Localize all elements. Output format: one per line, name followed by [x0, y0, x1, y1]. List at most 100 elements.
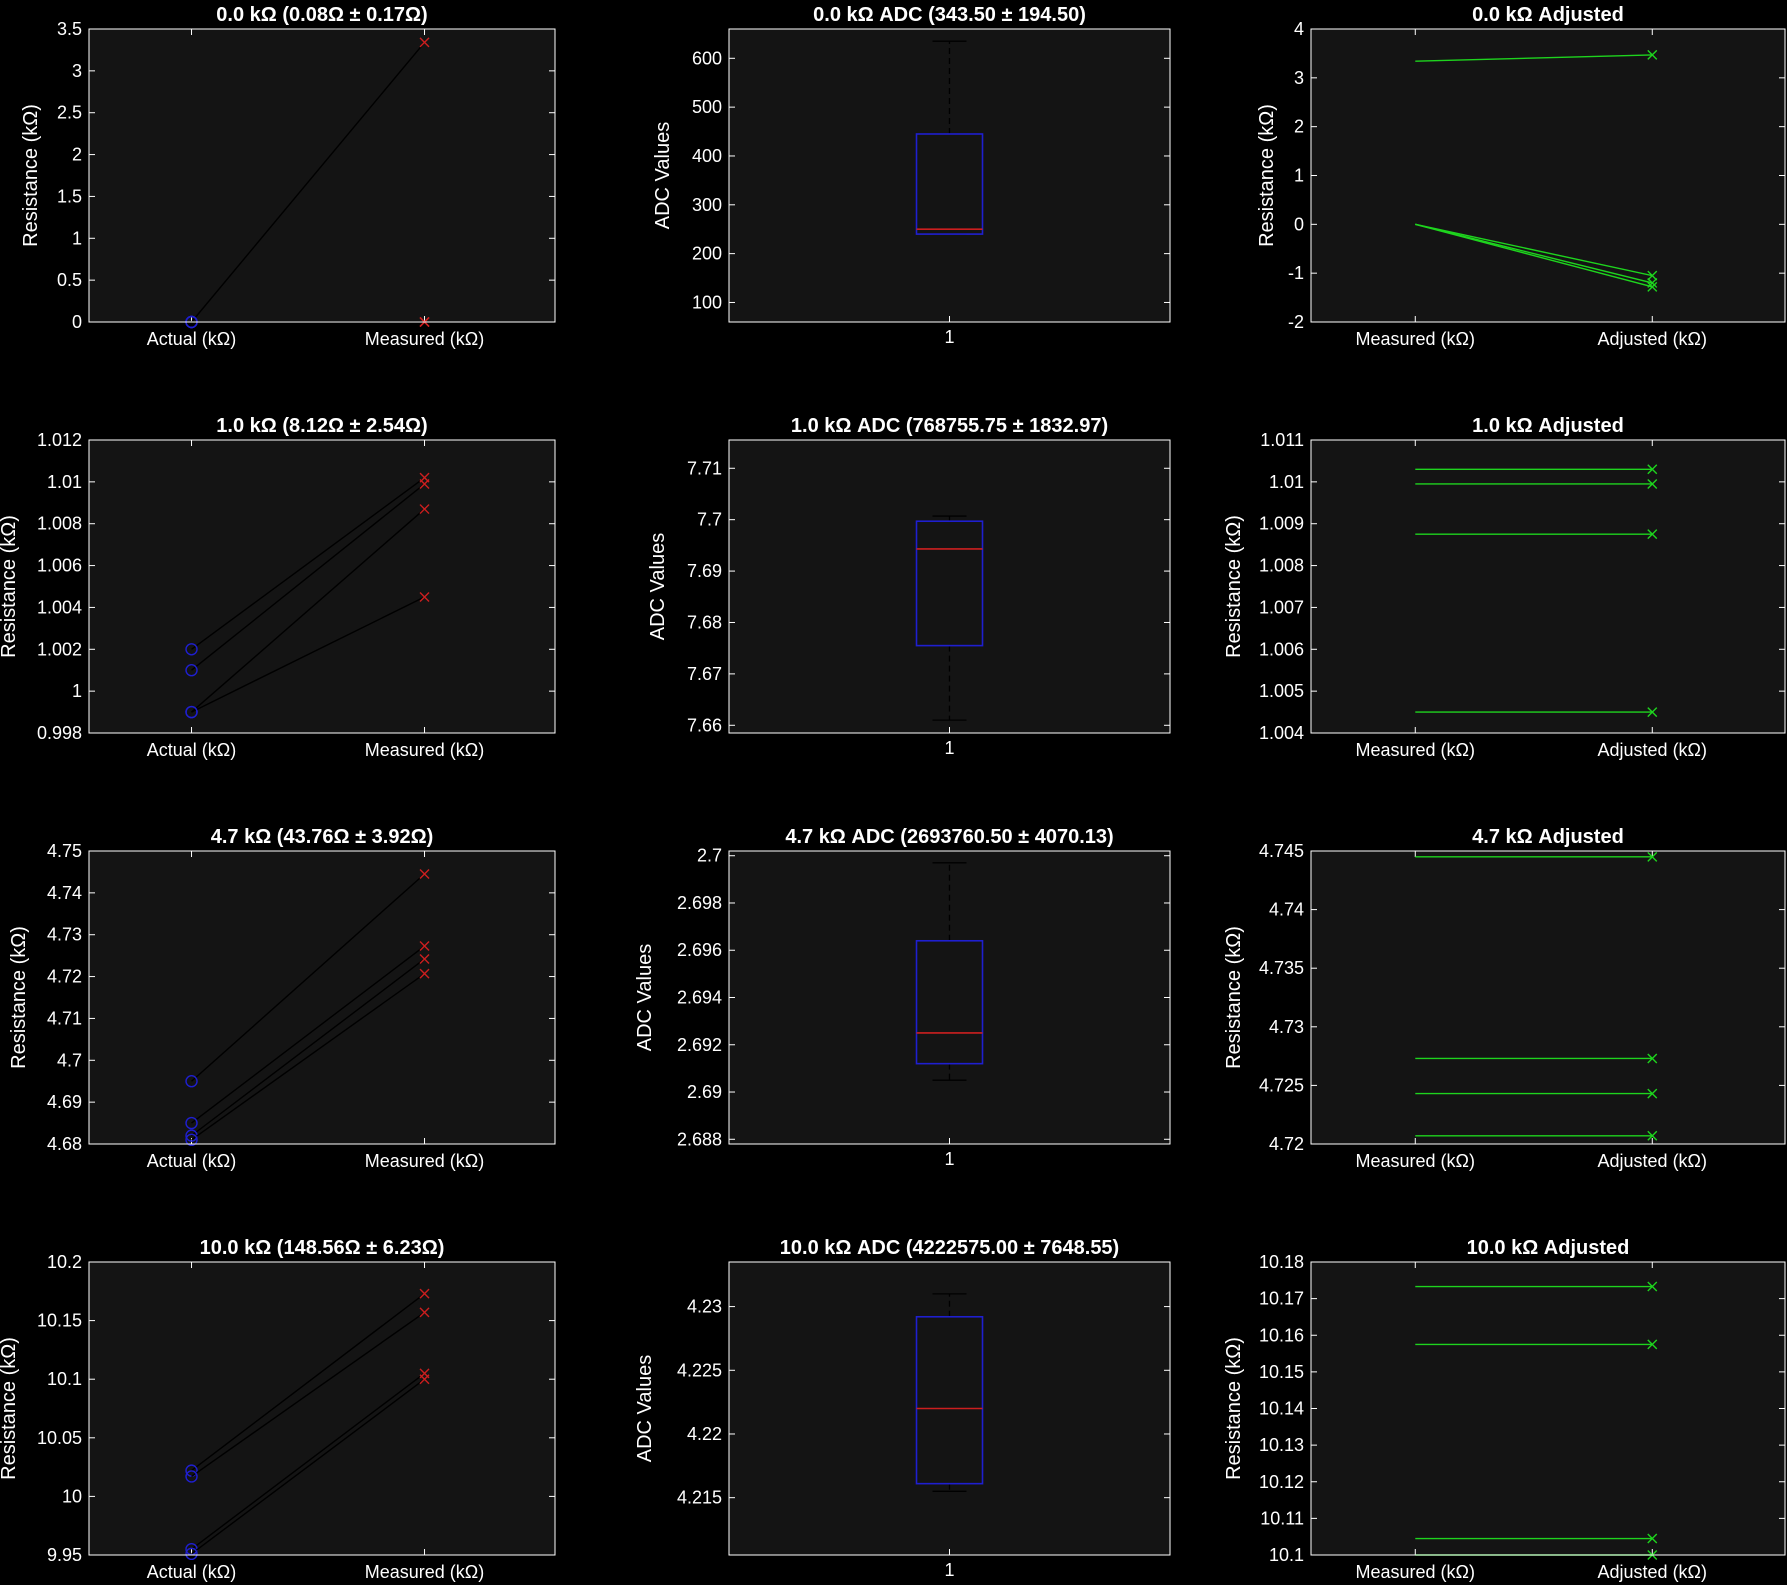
y-tick-label: 4.72	[47, 967, 82, 987]
data-point-end	[1647, 1281, 1658, 1292]
box-iqr	[915, 520, 984, 647]
y-tick-label: 1.009	[1259, 514, 1304, 534]
series-line	[191, 1372, 425, 1550]
y-tick-label: 4.73	[47, 925, 82, 945]
x-tick-label: Measured (kΩ)	[1356, 1151, 1476, 1171]
chart-title: 4.7 kΩ ADC (2693760.50 ± 4070.13)	[785, 826, 1113, 848]
y-axis-label: Resistance (kΩ)	[1223, 515, 1245, 658]
y-tick-label: 4	[1294, 19, 1304, 39]
x-tick-label: Actual (kΩ)	[147, 1151, 236, 1171]
panel-r0c0: 0.0 kΩ (0.08Ω ± 0.17Ω) 0 0.5 1 1.5 2 2.5 3 3.5 Re…	[20, 4, 556, 349]
axes-frame	[728, 28, 1171, 323]
data-point-end	[419, 1288, 430, 1299]
axes-frame	[728, 850, 1171, 1145]
y-tick-label: 1.004	[1259, 723, 1304, 743]
y-tick-label: 1	[72, 228, 82, 248]
y-tick-label: 4.75	[47, 841, 82, 861]
data-point-end	[419, 869, 430, 880]
data-point-end	[419, 1307, 430, 1318]
series-line	[191, 958, 425, 1137]
panel-r1c2: 1.0 kΩ Adjusted 1.004 1.005 1.006 1.007 1.008…	[1223, 415, 1786, 760]
chart-title: 10.0 kΩ (148.56Ω ± 6.23Ω)	[200, 1237, 445, 1259]
plot-area	[89, 29, 555, 322]
series-line	[191, 477, 425, 650]
panel-r1c1: 1.0 kΩ ADC (768755.75 ± 1832.97) 7.66 7.67…	[647, 415, 1171, 758]
y-tick-label: 1.007	[1259, 597, 1304, 617]
box-iqr	[915, 1315, 984, 1485]
panel-r3c2: 10.0 kΩ Adjusted 10.1 10.11 10.12 10.13 10.14…	[1223, 1237, 1786, 1582]
plot-area	[89, 1262, 555, 1555]
y-tick-label: 500	[692, 97, 722, 117]
y-tick-label: 4.735	[1259, 958, 1304, 978]
y-tick-label: 1.011	[1260, 430, 1304, 450]
x-tick-label: Adjusted (kΩ)	[1598, 740, 1708, 760]
data-point-end	[1647, 1053, 1658, 1064]
chart-title: 4.7 kΩ Adjusted	[1472, 826, 1624, 848]
y-tick-label: 0	[1294, 214, 1304, 234]
panel-r2c0: 4.7 kΩ (43.76Ω ± 3.92Ω) 4.68 4.69 4.7 4.71 4.…	[8, 826, 556, 1171]
y-tick-label: 10.12	[1259, 1472, 1304, 1492]
chart-title: 0.0 kΩ ADC (343.50 ± 194.50)	[813, 4, 1086, 26]
y-axis-label: ADC Values	[652, 122, 674, 229]
y-tick-label: 4.71	[47, 1008, 82, 1028]
plot-area	[89, 851, 555, 1144]
y-tick-label: 9.95	[47, 1545, 82, 1565]
y-tick-label: 300	[692, 195, 722, 215]
series-line	[191, 508, 425, 713]
y-tick-label: 10.1	[1269, 1545, 1304, 1565]
axes-frame	[1310, 28, 1786, 323]
y-axis-label: Resistance (kΩ)	[1223, 926, 1245, 1069]
y-tick-label: 4.72	[1269, 1134, 1304, 1154]
y-tick-label: 10.16	[1259, 1325, 1304, 1345]
data-point-actual	[185, 705, 198, 719]
chart-title: 1.0 kΩ (8.12Ω ± 2.54Ω)	[216, 415, 427, 437]
y-tick-label: 7.67	[687, 664, 722, 684]
y-axis-label: Resistance (kΩ)	[0, 1337, 20, 1480]
y-tick-label: 600	[692, 48, 722, 68]
chart-title: 1.0 kΩ Adjusted	[1472, 415, 1624, 437]
series-line	[191, 1378, 425, 1555]
data-point-end	[1647, 1533, 1658, 1544]
chart-title: 10.0 kΩ Adjusted	[1467, 1237, 1630, 1259]
y-tick-label: 4.68	[47, 1134, 82, 1154]
y-tick-label: 2.5	[57, 103, 82, 123]
y-tick-label: 4.74	[47, 883, 82, 903]
x-tick-label: Actual (kΩ)	[147, 740, 236, 760]
x-tick-label: Measured (kΩ)	[1356, 1562, 1476, 1582]
y-tick-label: 10.05	[37, 1428, 82, 1448]
axes-frame	[88, 1261, 556, 1556]
data-point-end	[419, 37, 430, 48]
x-tick-label: Actual (kΩ)	[147, 329, 236, 349]
y-tick-label: 1.01	[47, 472, 82, 492]
data-point-end	[419, 478, 430, 489]
box-iqr	[915, 133, 984, 235]
series-line	[191, 973, 425, 1141]
x-tick-label: Measured (kΩ)	[365, 1562, 485, 1582]
x-tick-label: Measured (kΩ)	[365, 329, 485, 349]
y-axis-label: Resistance (kΩ)	[20, 104, 42, 247]
data-point-end	[1647, 1088, 1658, 1099]
data-point-end	[419, 941, 430, 952]
data-point-end	[1647, 1130, 1658, 1141]
x-tick-label: Adjusted (kΩ)	[1598, 1151, 1708, 1171]
series-line	[191, 596, 425, 713]
y-tick-label: 1.012	[37, 430, 82, 450]
panel-r1c0: 1.0 kΩ (8.12Ω ± 2.54Ω) 0.998 1 1.002 1.004 1.…	[0, 415, 556, 760]
x-tick-label: Measured (kΩ)	[1356, 329, 1476, 349]
data-point-actual	[185, 1116, 198, 1130]
y-axis-label: ADC Values	[634, 1355, 656, 1462]
y-tick-label: 1.008	[1259, 556, 1304, 576]
y-axis-label: Resistance (kΩ)	[1256, 104, 1278, 247]
y-tick-label: 2.69	[687, 1082, 722, 1102]
y-tick-label: 1	[72, 681, 82, 701]
y-tick-label: 0	[72, 312, 82, 332]
y-tick-label: 4.7	[57, 1050, 82, 1070]
plot-area	[89, 440, 555, 733]
data-point-actual	[185, 643, 198, 656]
plot-area	[1311, 440, 1785, 733]
y-tick-label: 1.005	[1259, 681, 1304, 701]
data-point-actual	[185, 1075, 198, 1088]
y-axis-label: ADC Values	[634, 944, 656, 1051]
data-point-end	[1647, 1339, 1658, 1350]
panel-r3c1: 10.0 kΩ ADC (4222575.00 ± 7648.55) 4.215 4…	[634, 1237, 1171, 1580]
